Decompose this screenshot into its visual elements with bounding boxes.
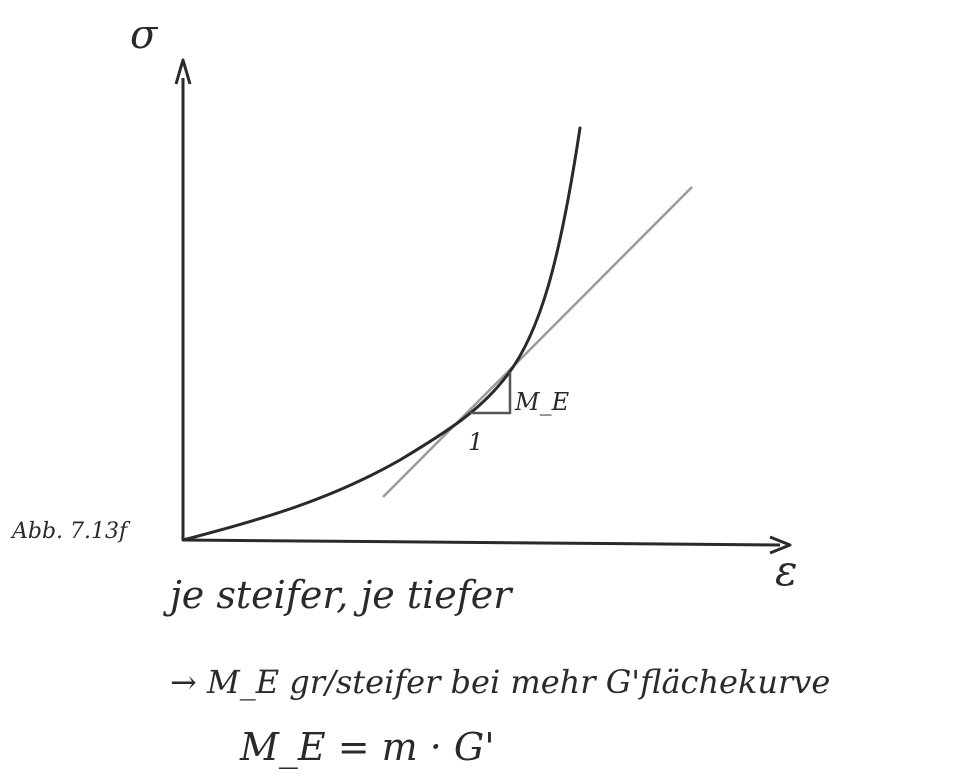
y-axis-label: σ — [130, 12, 159, 58]
x-axis-arrow — [769, 535, 792, 555]
note-line-1: je steifer, je tiefer — [163, 573, 514, 617]
x-axis — [182, 538, 781, 547]
slope-rise-label: M_E — [514, 388, 570, 416]
stress-strain-curve — [181, 126, 582, 542]
slope-triangle — [470, 372, 512, 415]
slope-run-label: 1 — [468, 428, 483, 456]
y-axis-arrow — [174, 58, 192, 85]
figure-reference: Abb. 7.13f — [10, 519, 131, 544]
note-line-2: → M_E gr/steifer bei mehr G'flächekurve — [170, 663, 830, 701]
x-axis-label: ε — [775, 546, 798, 595]
tangent-line — [382, 186, 693, 498]
note-line-3: M_E = m · G' — [239, 725, 495, 770]
